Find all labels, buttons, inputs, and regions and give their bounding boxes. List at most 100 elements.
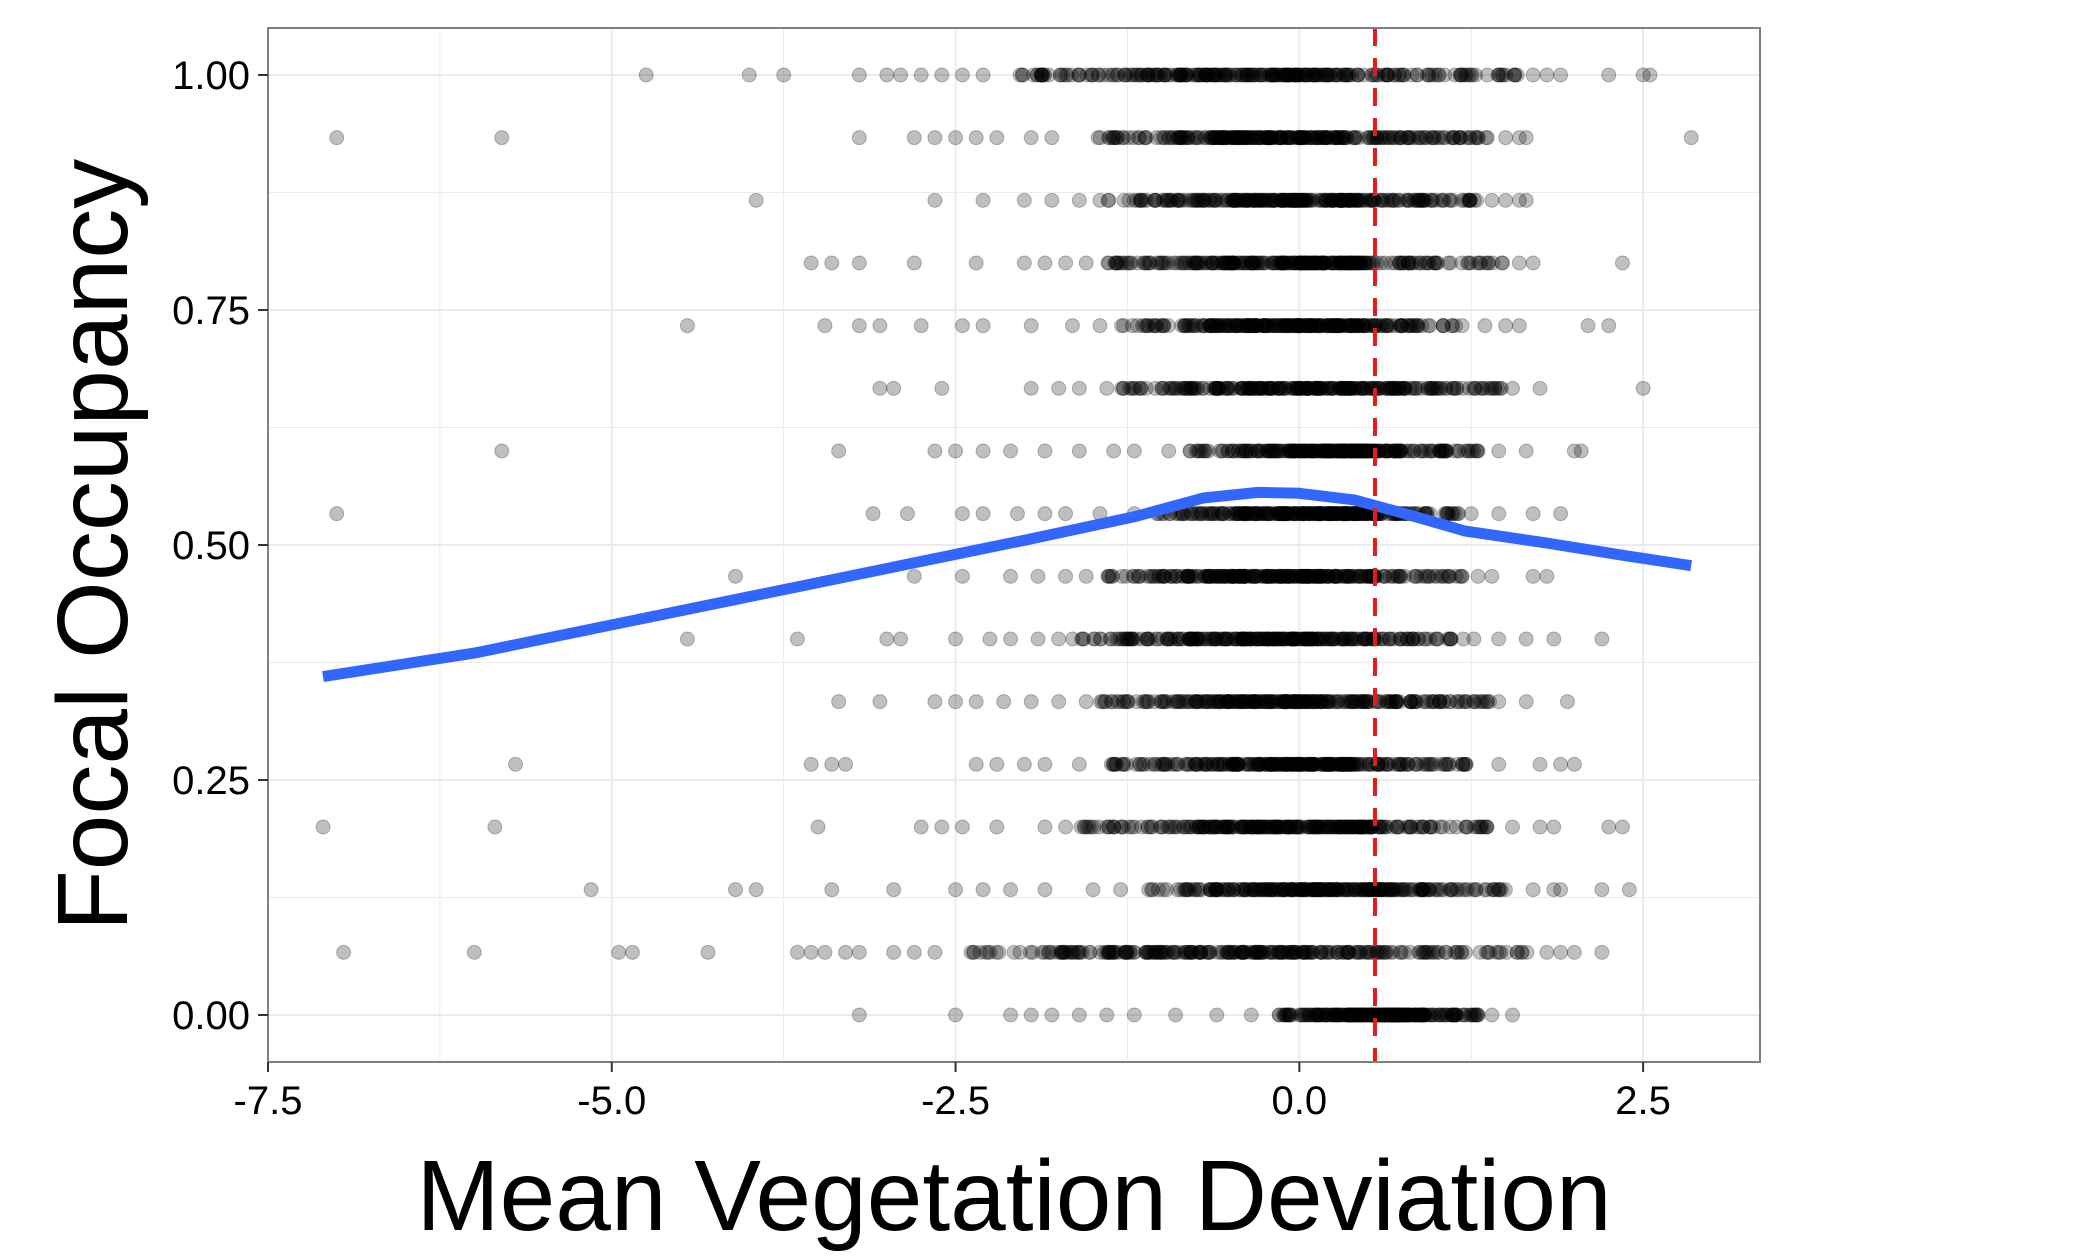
data-point (1428, 192, 1444, 208)
data-point (1149, 67, 1165, 83)
x-tick-label: -2.5 (921, 1079, 990, 1123)
data-point (1328, 67, 1344, 83)
data-point (1380, 318, 1396, 334)
data-point (975, 443, 991, 459)
data-point (1328, 819, 1344, 835)
data-point (1490, 67, 1506, 83)
data-point (1406, 1007, 1422, 1023)
data-point (1168, 1007, 1184, 1023)
data-point (1243, 67, 1259, 83)
data-point (1446, 130, 1462, 146)
data-point (1301, 130, 1317, 146)
data-point (1095, 67, 1111, 83)
data-point (1330, 130, 1346, 146)
data-point (1349, 67, 1365, 83)
data-point (1446, 130, 1462, 146)
data-point (851, 1007, 867, 1023)
data-point (1237, 882, 1253, 898)
data-point (1477, 318, 1493, 334)
data-point (776, 67, 792, 83)
data-point (1118, 67, 1134, 83)
data-point (1129, 67, 1145, 83)
x-tick-label: 0.0 (1272, 1079, 1328, 1123)
data-point (927, 192, 943, 208)
data-point (1450, 944, 1466, 960)
data-point (1435, 130, 1451, 146)
data-point (954, 67, 970, 83)
data-point (975, 882, 991, 898)
data-point (1454, 318, 1470, 334)
data-points (315, 67, 1699, 1023)
data-point (1147, 380, 1163, 396)
data-point (1298, 568, 1314, 584)
data-point (1289, 130, 1305, 146)
data-point (927, 130, 943, 146)
data-point (1207, 130, 1223, 146)
data-point (1192, 130, 1208, 146)
data-point (1341, 67, 1357, 83)
data-point (1461, 130, 1477, 146)
data-point (1532, 380, 1548, 396)
data-point (1553, 67, 1569, 83)
data-point (1479, 67, 1495, 83)
data-point (838, 944, 854, 960)
data-point (1271, 130, 1287, 146)
data-point (1138, 67, 1154, 83)
data-point (1030, 568, 1046, 584)
data-point (1259, 130, 1275, 146)
data-point (831, 443, 847, 459)
data-point (1264, 694, 1280, 710)
data-point (1328, 130, 1344, 146)
data-point (1179, 318, 1195, 334)
data-point (1525, 255, 1541, 271)
data-point (1162, 631, 1178, 647)
data-point (1301, 819, 1317, 835)
data-point (1381, 631, 1397, 647)
data-point (638, 67, 654, 83)
data-point (1157, 67, 1173, 83)
data-point (1453, 130, 1469, 146)
data-point (1157, 67, 1173, 83)
data-point (1071, 1007, 1087, 1023)
data-point (1178, 67, 1194, 83)
data-point (1288, 67, 1304, 83)
data-point (1298, 1007, 1314, 1023)
data-point (1176, 67, 1192, 83)
data-point (1071, 380, 1087, 396)
data-point (1276, 67, 1292, 83)
data-point (1553, 882, 1569, 898)
data-point (1200, 67, 1216, 83)
data-point (1228, 67, 1244, 83)
data-point (1642, 67, 1658, 83)
data-point (927, 694, 943, 710)
data-point (1217, 130, 1233, 146)
data-point (1287, 67, 1303, 83)
data-point (1157, 67, 1173, 83)
data-point (1442, 882, 1458, 898)
data-point (1156, 130, 1172, 146)
data-point (1149, 67, 1165, 83)
data-point (1037, 255, 1053, 271)
data-point (1546, 631, 1562, 647)
data-point (1452, 130, 1468, 146)
data-point (1216, 67, 1232, 83)
data-point (1306, 67, 1322, 83)
data-point (1498, 318, 1514, 334)
data-point (1472, 694, 1488, 710)
data-point (1419, 756, 1435, 772)
data-point (1171, 67, 1187, 83)
data-point (1138, 694, 1154, 710)
data-point (1189, 255, 1205, 271)
data-point (1285, 882, 1301, 898)
data-point (1254, 130, 1270, 146)
data-point (1214, 255, 1230, 271)
data-point (1071, 67, 1087, 83)
data-point (1287, 67, 1303, 83)
data-point (1338, 631, 1354, 647)
data-point (1037, 443, 1053, 459)
data-point (1041, 944, 1057, 960)
data-point (1306, 882, 1322, 898)
data-point (1121, 67, 1137, 83)
data-point (1098, 944, 1114, 960)
data-point (1133, 380, 1149, 396)
